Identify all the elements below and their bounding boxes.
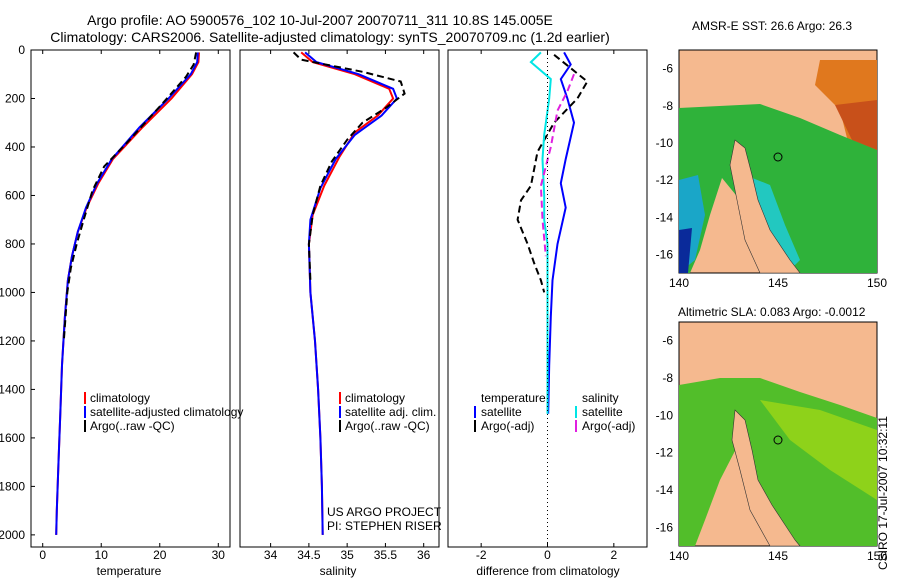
sst-hot-region (835, 100, 877, 150)
salinity-axis-label: salinity (320, 564, 357, 578)
salinity-tick-labels: 34 34.5 35 35.5 36 (264, 50, 431, 562)
title-line-2: Climatology: CARS2006. Satellite-adjuste… (50, 29, 610, 45)
x-tick-label: 30 (212, 548, 226, 562)
legend-label: Argo(..raw -QC) (90, 419, 175, 433)
map-x-tick-label: 140 (669, 549, 689, 563)
series-line (547, 51, 576, 414)
sla-argo-location-marker (773, 435, 783, 445)
x-tick-label: -2 (476, 548, 487, 562)
sla-high-region (760, 400, 877, 500)
y-tick-label: 200 (5, 91, 25, 105)
sla-land-cape (731, 409, 801, 547)
legend-label: Argo(..raw -QC) (345, 419, 430, 433)
sst-argo-location-marker (773, 152, 783, 162)
x-tick-label: 0 (39, 548, 46, 562)
sst-coldest-region (679, 228, 692, 273)
x-tick-label: 20 (153, 548, 167, 562)
y-tick-label: 800 (5, 237, 25, 251)
map-y-tick-label: -14 (656, 483, 674, 497)
y-tick-label: 1400 (0, 382, 25, 396)
legend-label: satellite (582, 405, 623, 419)
temperature-legend: climatology satellite-adjusted climatolo… (84, 391, 243, 433)
map-y-tick-label: -16 (656, 520, 674, 534)
salinity-legend: climatology satellite adj. clim. Argo(..… (327, 391, 442, 533)
x-tick-label: 35 (340, 548, 354, 562)
legend-label: climatology (345, 391, 405, 405)
series-line (539, 73, 575, 257)
title-line-1: Argo profile: AO 5900576_102 10-Jul-2007… (87, 12, 553, 28)
legend-label: satellite-adjusted climatology (90, 405, 243, 419)
map-x-tick-label: 145 (768, 276, 788, 290)
x-tick-label: 0 (544, 548, 551, 562)
legend-label: satellite (481, 405, 522, 419)
timestamp-stamp: CSIRO 17-Jul-2007 10:32:11 (876, 416, 890, 570)
difference-axis-label: difference from climatology (476, 564, 619, 578)
map-y-tick-label: -6 (662, 334, 673, 348)
salinity-series (292, 51, 406, 535)
legend-label: Argo(-adj) (481, 419, 534, 433)
map-y-tick-label: -10 (656, 408, 674, 422)
y-tick-label: 600 (5, 188, 25, 202)
legend-label: climatology (90, 391, 150, 405)
legend-heading-salinity: salinity (582, 391, 619, 405)
map-y-tick-label: -14 (656, 210, 674, 224)
y-tick-label: 400 (5, 140, 25, 154)
difference-series (516, 51, 589, 414)
sst-map-title: AMSR-E SST: 26.6 Argo: 26.3 (692, 19, 853, 33)
map-y-tick-label: -12 (656, 446, 674, 460)
y-tick-label: 2000 (0, 528, 25, 542)
x-tick-label: 34.5 (297, 548, 321, 562)
sst-coastal-region (745, 175, 800, 270)
map-tick-labels: 140 145 150 -6 -8 -10 -12 -14 -16 140 145 150 -6 -8 -1… (656, 62, 888, 563)
x-tick-label: 34 (264, 548, 278, 562)
x-tick-label: 36 (417, 548, 431, 562)
map-x-tick-label: 145 (768, 549, 788, 563)
map-y-tick-label: -10 (656, 136, 674, 150)
series-line (529, 51, 552, 414)
sst-land-cape (729, 139, 801, 274)
y-tick-label: 1600 (0, 431, 25, 445)
map-y-tick-label: -12 (656, 173, 674, 187)
x-tick-label: 2 (610, 548, 617, 562)
map-y-tick-label: -6 (662, 62, 673, 76)
series-line (62, 52, 198, 341)
salinity-panel (239, 49, 440, 548)
series-line (292, 51, 406, 281)
map-x-tick-label: 150 (867, 276, 887, 290)
map-y-tick-label: -8 (662, 99, 673, 113)
series-line (55, 52, 199, 535)
y-tick-label: 1800 (0, 479, 25, 493)
pi-annotation: PI: STEPHEN RISER (327, 519, 442, 533)
sst-map (678, 49, 878, 274)
legend-label: Argo(-adj) (582, 419, 635, 433)
sla-map (678, 321, 878, 547)
map-y-tick-label: -8 (662, 371, 673, 385)
x-tick-label: 10 (95, 548, 109, 562)
legend-heading-temperature: temperature (481, 391, 546, 405)
depth-tick-labels: 0 200 400 600 800 1000 1200 1400 1600 1800 2000 (0, 43, 35, 542)
map-x-tick-label: 150 (867, 549, 887, 563)
legend-label: satellite adj. clim. (345, 405, 436, 419)
temperature-panel (30, 49, 231, 548)
series-line (516, 54, 589, 293)
sst-ocean-region (679, 104, 877, 273)
y-tick-label: 1200 (0, 334, 25, 348)
sla-map-title: Altimetric SLA: 0.083 Argo: -0.0012 (678, 305, 866, 319)
map-x-tick-label: 140 (669, 276, 689, 290)
x-tick-label: 35.5 (374, 548, 398, 562)
temperature-series (55, 52, 200, 535)
y-tick-label: 1000 (0, 285, 25, 299)
temperature-tick-labels: 0 10 20 30 (39, 50, 225, 562)
difference-legend: temperature satellite Argo(-adj) salinit… (474, 391, 635, 433)
y-tick-label: 0 (18, 43, 25, 57)
map-y-tick-label: -16 (656, 247, 674, 261)
project-annotation: US ARGO PROJECT (327, 505, 442, 519)
temperature-axis-label: temperature (97, 564, 162, 578)
